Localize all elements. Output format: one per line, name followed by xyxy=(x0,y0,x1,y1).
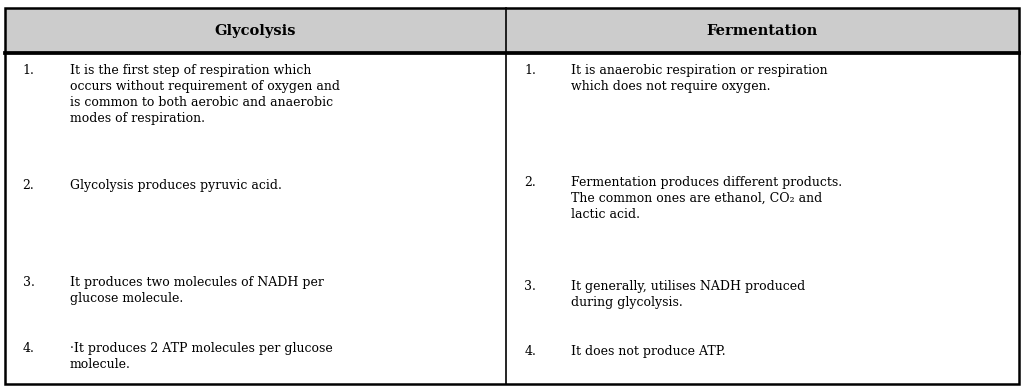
Text: 4.: 4. xyxy=(524,345,537,359)
Text: 3.: 3. xyxy=(23,276,35,289)
Text: Fermentation produces different products.
The common ones are ethanol, CO₂ and
l: Fermentation produces different products… xyxy=(571,176,843,221)
Text: Glycolysis produces pyruvic acid.: Glycolysis produces pyruvic acid. xyxy=(70,179,282,193)
Text: 4.: 4. xyxy=(23,342,35,355)
Bar xyxy=(506,8,1019,53)
Text: It is the first step of respiration which
occurs without requirement of oxygen a: It is the first step of respiration whic… xyxy=(70,64,340,125)
Text: 2.: 2. xyxy=(524,176,536,189)
Text: It does not produce ATP.: It does not produce ATP. xyxy=(571,345,726,359)
Text: 1.: 1. xyxy=(23,64,35,77)
Text: It is anaerobic respiration or respiration
which does not require oxygen.: It is anaerobic respiration or respirati… xyxy=(571,64,828,93)
Text: 1.: 1. xyxy=(524,64,537,77)
Bar xyxy=(5,8,506,53)
Text: Fermentation: Fermentation xyxy=(707,24,818,38)
Text: 2.: 2. xyxy=(23,179,34,193)
Text: 3.: 3. xyxy=(524,280,537,293)
Text: ·It produces 2 ATP molecules per glucose
molecule.: ·It produces 2 ATP molecules per glucose… xyxy=(70,342,333,371)
Text: Glycolysis: Glycolysis xyxy=(215,24,296,38)
Text: It produces two molecules of NADH per
glucose molecule.: It produces two molecules of NADH per gl… xyxy=(70,276,324,305)
Text: It generally, utilises NADH produced
during glycolysis.: It generally, utilises NADH produced dur… xyxy=(571,280,806,309)
